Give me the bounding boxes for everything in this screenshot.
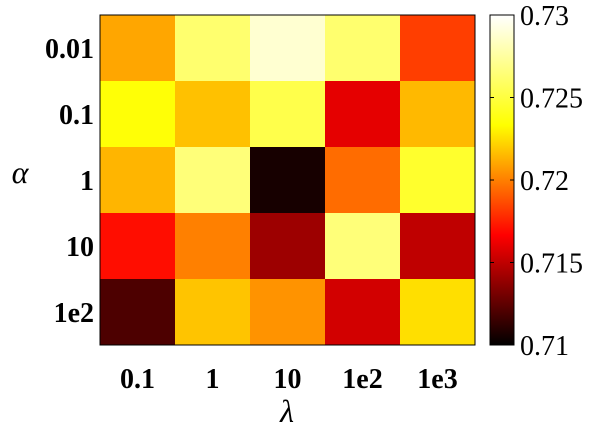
heatmap-cell xyxy=(250,213,326,280)
x-tick-label: 1 xyxy=(206,364,220,395)
heatmap-cell xyxy=(250,147,326,214)
colorbar-ticks: 0.71 0.715 0.72 0.725 0.73 xyxy=(490,1,583,362)
y-tick-label: 1 xyxy=(80,166,94,197)
y-tick-label: 1e2 xyxy=(54,298,94,329)
heatmap-cell xyxy=(400,81,476,148)
colorbar-tick-label: 0.725 xyxy=(520,84,583,115)
heatmap-cell xyxy=(250,15,326,82)
x-tick-label: 10 xyxy=(274,364,302,395)
colorbar-tick-label: 0.72 xyxy=(520,166,569,197)
heatmap-cell xyxy=(400,279,476,346)
heatmap-cell xyxy=(400,213,476,280)
x-axis-label: λ xyxy=(279,393,294,429)
colorbar-tick-label: 0.715 xyxy=(520,249,583,280)
heatmap-cell xyxy=(325,213,401,280)
plot-frame xyxy=(99,14,476,346)
y-tick-label: 10 xyxy=(66,232,94,263)
heatmap-cell xyxy=(250,81,326,148)
heatmap-cell xyxy=(100,81,176,148)
colorbar-tick-label: 0.73 xyxy=(520,1,569,32)
heatmap-cell xyxy=(175,279,251,346)
heatmap-cell xyxy=(325,81,401,148)
heatmap-cell xyxy=(175,213,251,280)
heatmap-cell xyxy=(175,81,251,148)
heatmap-cell xyxy=(325,15,401,82)
heatmap-cell xyxy=(175,15,251,82)
x-tick-label: 1e3 xyxy=(417,364,457,395)
heatmap-cell xyxy=(400,147,476,214)
heatmap-cell xyxy=(400,15,476,82)
x-tick-label: 1e2 xyxy=(342,364,382,395)
heatmap-cells xyxy=(100,15,476,346)
heatmap-cell xyxy=(100,147,176,214)
heatmap-cell xyxy=(100,213,176,280)
colorbar-tick-label: 0.71 xyxy=(520,331,569,362)
heatmap-cell xyxy=(250,279,326,346)
y-tick-label: 0.1 xyxy=(59,100,94,131)
y-tick-label: 0.01 xyxy=(45,34,94,65)
heatmap-cell xyxy=(325,279,401,346)
heatmap-cell xyxy=(100,279,176,346)
heatmap-cell xyxy=(175,147,251,214)
x-tick-label: 0.1 xyxy=(120,364,155,395)
y-axis-label: α xyxy=(12,154,30,190)
x-tick-labels: 0.1 1 10 1e2 1e3 xyxy=(120,364,458,395)
heatmap-cell xyxy=(100,15,176,82)
y-tick-labels: 0.01 0.1 1 10 1e2 xyxy=(45,34,94,329)
heatmap-cell xyxy=(325,147,401,214)
